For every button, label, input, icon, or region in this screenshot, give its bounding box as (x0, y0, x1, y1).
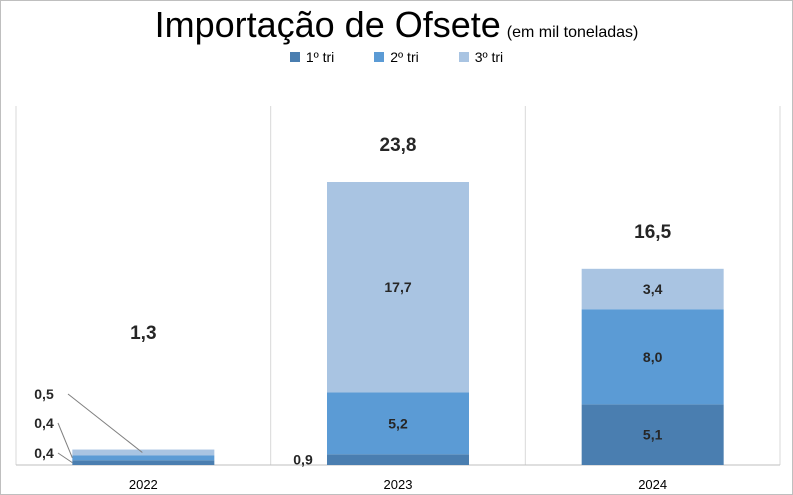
data-label-2023-s1: 0,9 (293, 452, 313, 468)
total-label-2024: 16,5 (634, 222, 671, 243)
leader-line-2022-s3 (67, 393, 143, 453)
bar-segment-2023-s3 (327, 182, 469, 393)
data-label-2024-s3: 3,4 (643, 281, 663, 297)
bar-segment-2024-s2 (581, 309, 724, 405)
bar-segment-2023-s1 (327, 454, 469, 465)
x-tick-label-2022: 2022 (129, 477, 158, 492)
legend-item-1-tri: 1º tri (289, 49, 335, 65)
data-label-2022-s1: 0,4 (34, 445, 54, 461)
bar-segment-2024-s1 (581, 404, 724, 465)
data-label-2024-s1: 5,1 (643, 427, 663, 443)
legend-label-2-tri: 2º tri (390, 49, 419, 65)
chart-subtitle: (em mil toneladas) (506, 24, 639, 41)
legend-swatch-3-tri (458, 52, 469, 62)
data-label-2024-s2: 8,0 (643, 349, 663, 365)
x-tick-label-2023: 2023 (384, 477, 413, 492)
legend-item-3-tri: 3º tri (458, 49, 504, 65)
legend-swatch-2-tri (374, 52, 385, 62)
legend-label-1-tri: 1º tri (305, 49, 335, 65)
total-label-2023: 23,8 (380, 135, 417, 156)
total-label-2022: 1,3 (130, 323, 156, 344)
data-label-2022-s2: 0,4 (34, 415, 54, 431)
legend-item-2-tri: 2º tri (374, 49, 419, 65)
data-label-2022-s3: 0,5 (34, 386, 54, 402)
bar-segment-2023-s2 (327, 392, 469, 455)
bar-segment-2024-s3 (581, 268, 724, 310)
data-label-2023-s3: 17,7 (384, 279, 411, 295)
x-tick-label-2024: 2024 (638, 477, 667, 492)
bar-segment-2022-s3 (72, 449, 215, 456)
leader-line-2022-s2 (57, 422, 73, 459)
legend: 1º tri 2º tri 3º tri (0, 49, 793, 65)
legend-label-3-tri: 3º tri (474, 49, 504, 65)
chart-title-block: Importação de Ofsete (em mil toneladas) (0, 4, 793, 46)
bar-segment-2022-s1 (72, 460, 215, 465)
chart-title: Importação de Ofsete (154, 4, 501, 45)
legend-swatch-1-tri (289, 52, 300, 62)
data-label-2023-s2: 5,2 (388, 415, 408, 431)
bar-segment-2022-s2 (72, 455, 215, 461)
leader-line-2022-s1 (57, 452, 73, 464)
